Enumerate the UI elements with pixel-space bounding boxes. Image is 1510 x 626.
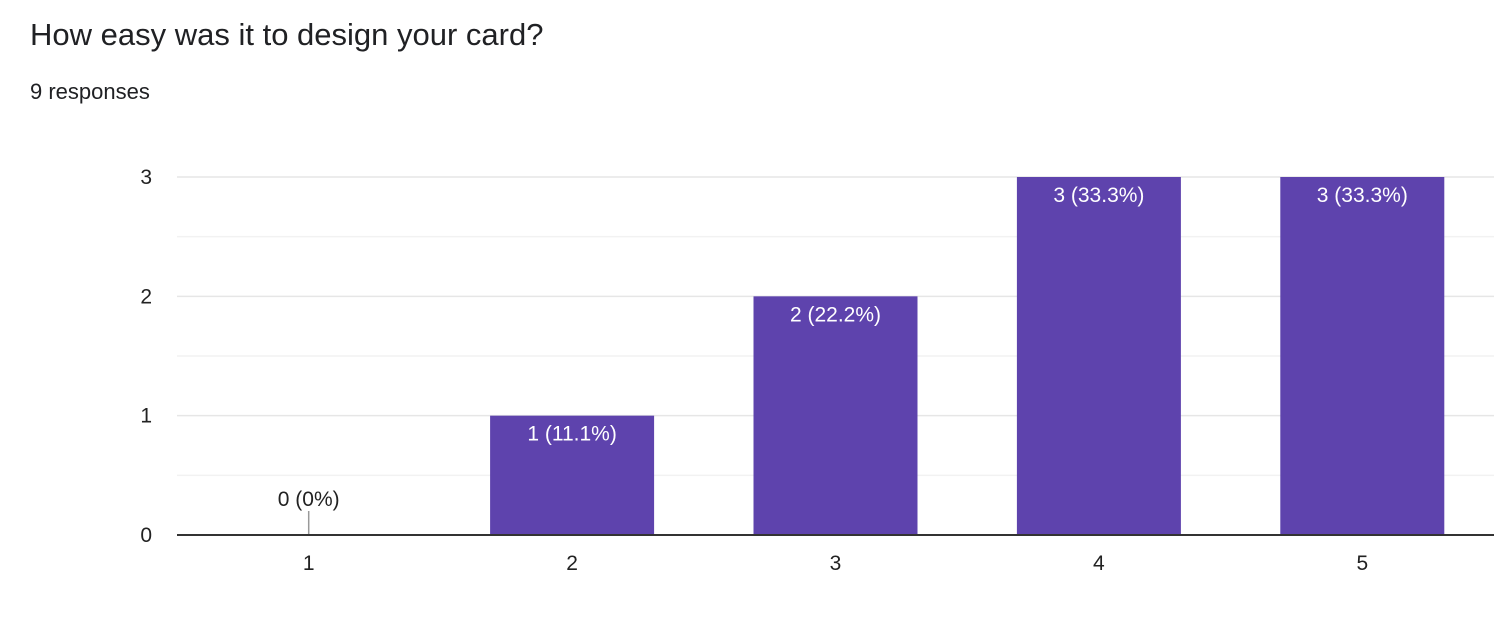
bar-2 bbox=[490, 415, 655, 535]
data-label: 2 (22.2%) bbox=[790, 303, 881, 326]
bar-4 bbox=[1016, 177, 1181, 535]
bar-3 bbox=[753, 296, 918, 535]
y-tick-label: 2 bbox=[140, 285, 152, 308]
bar-5 bbox=[1280, 177, 1445, 535]
y-tick-label: 3 bbox=[140, 166, 152, 189]
y-tick-label: 1 bbox=[140, 405, 152, 428]
question-title: How easy was it to design your card? bbox=[30, 17, 544, 52]
data-label: 0 (0%) bbox=[278, 488, 340, 511]
response-count: 9 responses bbox=[30, 79, 150, 104]
x-tick-label: 5 bbox=[1356, 552, 1368, 575]
x-tick-label: 1 bbox=[303, 552, 315, 575]
data-label: 3 (33.3%) bbox=[1053, 184, 1144, 207]
data-label: 3 (33.3%) bbox=[1317, 184, 1408, 207]
x-tick-label: 3 bbox=[830, 552, 842, 575]
y-tick-label: 0 bbox=[140, 524, 152, 547]
data-label: 1 (11.1%) bbox=[527, 423, 617, 446]
bars bbox=[307, 177, 1445, 535]
x-tick-label: 2 bbox=[566, 552, 578, 575]
labels: 0 1 2 3 0 (0%) 1 1 (11.1%) 2 2 (22.2%) 3 3 (33.3%)… bbox=[140, 166, 1408, 575]
x-tick-label: 4 bbox=[1093, 552, 1105, 575]
